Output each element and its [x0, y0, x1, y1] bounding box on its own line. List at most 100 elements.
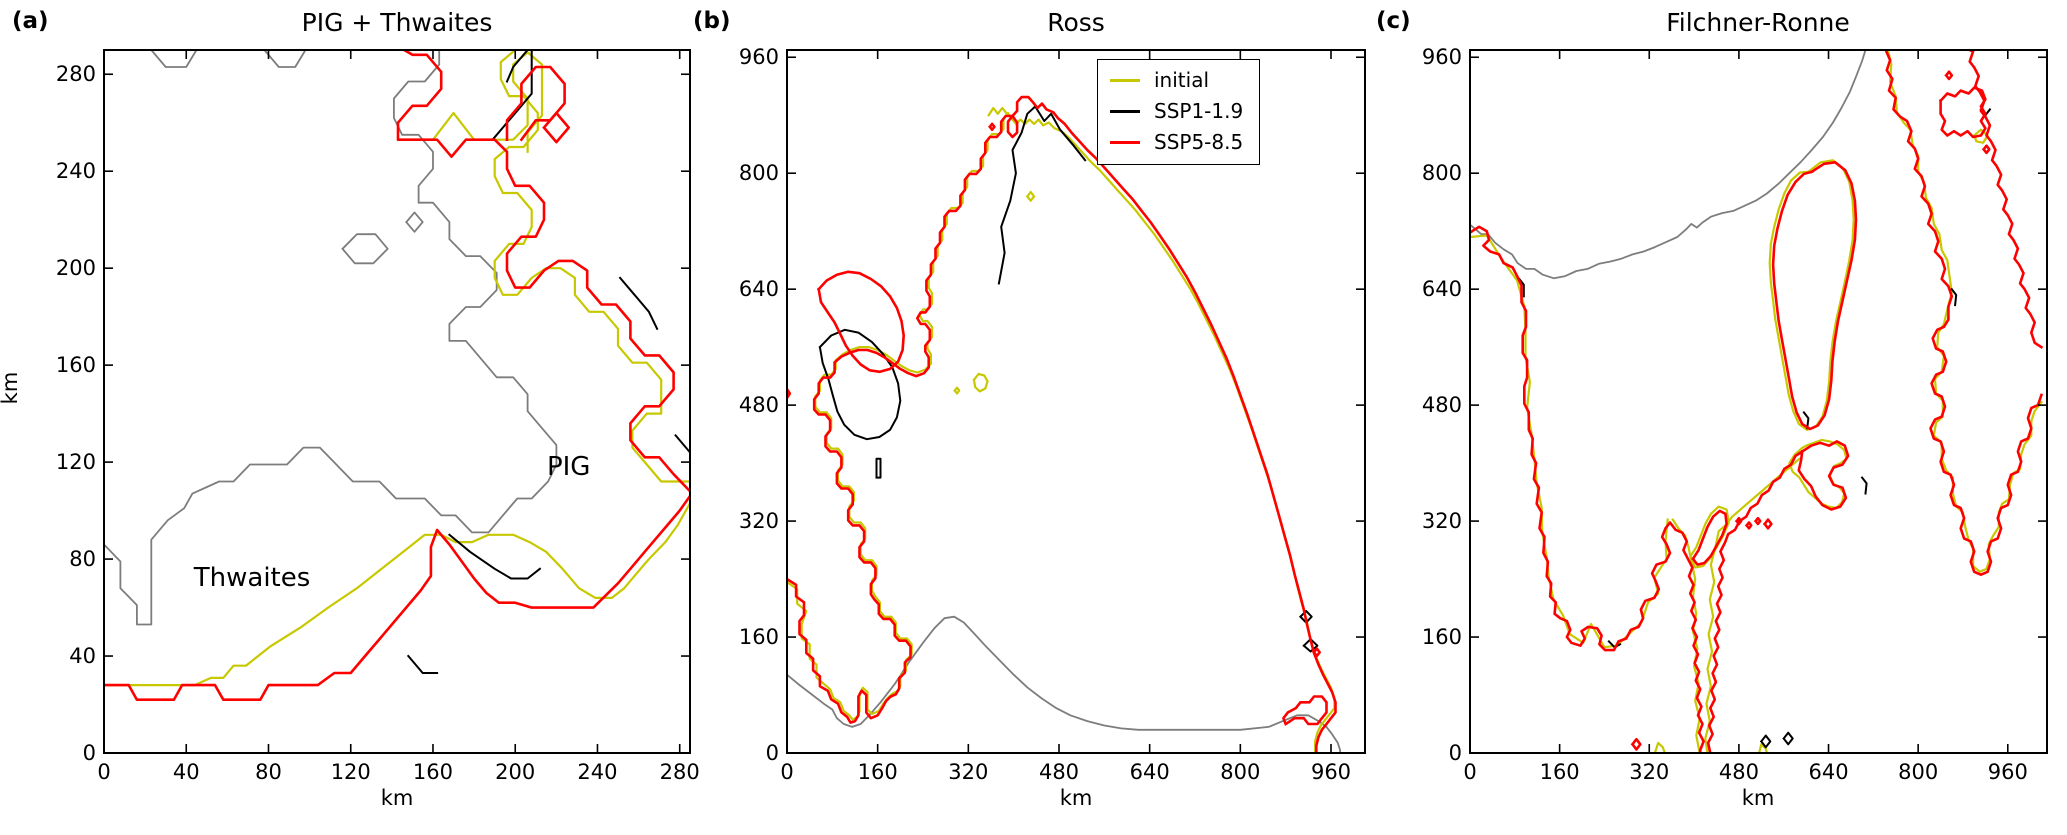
contour-SSP1-1.9	[674, 433, 690, 454]
panel-c-contours	[1470, 50, 2044, 753]
y-tick-label: 160	[739, 625, 779, 649]
contour-boundary	[150, 50, 198, 68]
contour-initial	[104, 501, 690, 687]
y-tick-label: 240	[56, 159, 96, 183]
legend-swatch-ssp585	[1110, 140, 1140, 144]
x-tick-label: 240	[577, 760, 617, 784]
y-tick-label: 800	[739, 161, 779, 185]
y-tick-label: 320	[739, 509, 779, 533]
panel-b-title: Ross	[1047, 8, 1105, 37]
contour-SSP5-8.5	[1744, 521, 1753, 530]
contour-initial	[1972, 128, 1989, 144]
y-tick-label: 200	[56, 256, 96, 280]
x-tick-label: 480	[1719, 760, 1759, 784]
contour-initial	[972, 372, 989, 393]
x-tick-label: 0	[97, 760, 110, 784]
legend: initial SSP1-1.9 SSP5-8.5	[1097, 59, 1261, 165]
contour-boundary	[1470, 50, 1867, 280]
legend-label-ssp585: SSP5-8.5	[1154, 130, 1244, 154]
contour-SSP5-8.5	[1968, 50, 2044, 349]
contour-initial	[1470, 234, 1669, 649]
y-tick-label: 120	[56, 450, 96, 474]
panel-c-frame	[1469, 49, 2048, 754]
contour-initial	[953, 386, 961, 395]
y-tick-label: 0	[766, 741, 779, 765]
contour-SSP5-8.5	[1691, 509, 1728, 566]
contour-SSP5-8.5	[1944, 70, 1954, 81]
x-tick-label: 800	[1898, 760, 1938, 784]
annotation-pig: PIG	[546, 451, 591, 482]
contour-SSP1-1.9	[406, 654, 439, 674]
contour-boundary	[263, 50, 307, 68]
panel-a-tag: (a)	[12, 8, 49, 34]
panel-c-title: Filchner-Ronne	[1666, 8, 1850, 37]
contour-SSP5-8.5	[1753, 516, 1762, 526]
y-tick-label: 320	[1422, 509, 1462, 533]
y-tick-label: 800	[1422, 161, 1462, 185]
contour-initial	[987, 106, 1009, 117]
panel-b-frame	[786, 49, 1366, 754]
x-tick-label: 640	[1808, 760, 1848, 784]
contour-SSP1-1.9	[1802, 410, 1810, 430]
contour-SSP5-8.5	[1771, 161, 1858, 431]
contour-SSP5-8.5	[104, 494, 690, 702]
contour-SSP5-8.5	[542, 111, 571, 144]
contour-SSP5-8.5	[787, 95, 1337, 753]
x-tick-label: 40	[173, 760, 200, 784]
contour-boundary	[405, 211, 424, 233]
legend-swatch-ssp119	[1110, 109, 1140, 113]
contour-SSP5-8.5	[505, 65, 566, 142]
contour-initial	[1653, 741, 1667, 753]
panel-a-ylabel: km	[0, 371, 22, 405]
x-tick-label: 640	[1130, 760, 1170, 784]
x-tick-label: 960	[1311, 760, 1351, 784]
contour-SSP1-1.9	[491, 50, 533, 142]
panel-a-frame	[103, 49, 691, 754]
contour-SSP5-8.5	[1282, 695, 1328, 726]
contour-SSP5-8.5	[816, 270, 906, 374]
contour-initial	[1704, 457, 1801, 753]
contour-boundary	[787, 615, 1341, 753]
x-tick-label: 160	[858, 760, 898, 784]
contour-SSP1-1.9	[505, 50, 529, 83]
panel-a-contours	[104, 50, 690, 702]
y-tick-label: 640	[1422, 277, 1462, 301]
legend-label-ssp119: SSP1-1.9	[1154, 99, 1244, 123]
contour-SSP1-1.9	[447, 533, 542, 580]
contour-SSP5-8.5	[1470, 225, 1705, 753]
panel-c-tag: (c)	[1376, 8, 1411, 34]
contour-SSP5-8.5	[1706, 440, 1850, 753]
y-tick-label: 960	[739, 45, 779, 69]
x-tick-label: 160	[413, 760, 453, 784]
x-tick-label: 800	[1220, 760, 1260, 784]
legend-item-ssp585: SSP5-8.5	[1110, 129, 1243, 155]
contour-initial	[1025, 190, 1036, 202]
contour-SSP5-8.5	[1762, 518, 1773, 530]
legend-label-initial: initial	[1154, 68, 1209, 92]
contour-SSP5-8.5	[1734, 516, 1743, 526]
contour-initial	[1768, 159, 1855, 431]
contour-SSP1-1.9	[1860, 476, 1868, 495]
contour-SSP5-8.5	[1006, 114, 1019, 139]
contour-SSP1-1.9	[1950, 287, 1958, 307]
x-tick-label: 160	[1540, 760, 1580, 784]
contour-SSP1-1.9	[818, 328, 902, 441]
y-tick-label: 640	[739, 277, 779, 301]
contour-SSP1-1.9	[875, 457, 882, 479]
x-tick-label: 0	[780, 760, 793, 784]
x-tick-label: 0	[1463, 760, 1476, 784]
contour-SSP1-1.9	[1517, 277, 1525, 298]
legend-swatch-initial	[1110, 78, 1140, 82]
contour-SSP5-8.5	[988, 122, 996, 131]
contour-initial	[1689, 505, 1730, 569]
contour-initial	[1788, 438, 1848, 510]
y-tick-label: 960	[1422, 45, 1462, 69]
contour-SSP1-1.9	[618, 276, 659, 331]
y-tick-label: 480	[739, 393, 779, 417]
contour-SSP5-8.5	[1938, 86, 1987, 139]
contour-SSP1-1.9	[1759, 734, 1772, 749]
y-tick-label: 0	[83, 741, 96, 765]
contour-initial	[493, 50, 690, 483]
